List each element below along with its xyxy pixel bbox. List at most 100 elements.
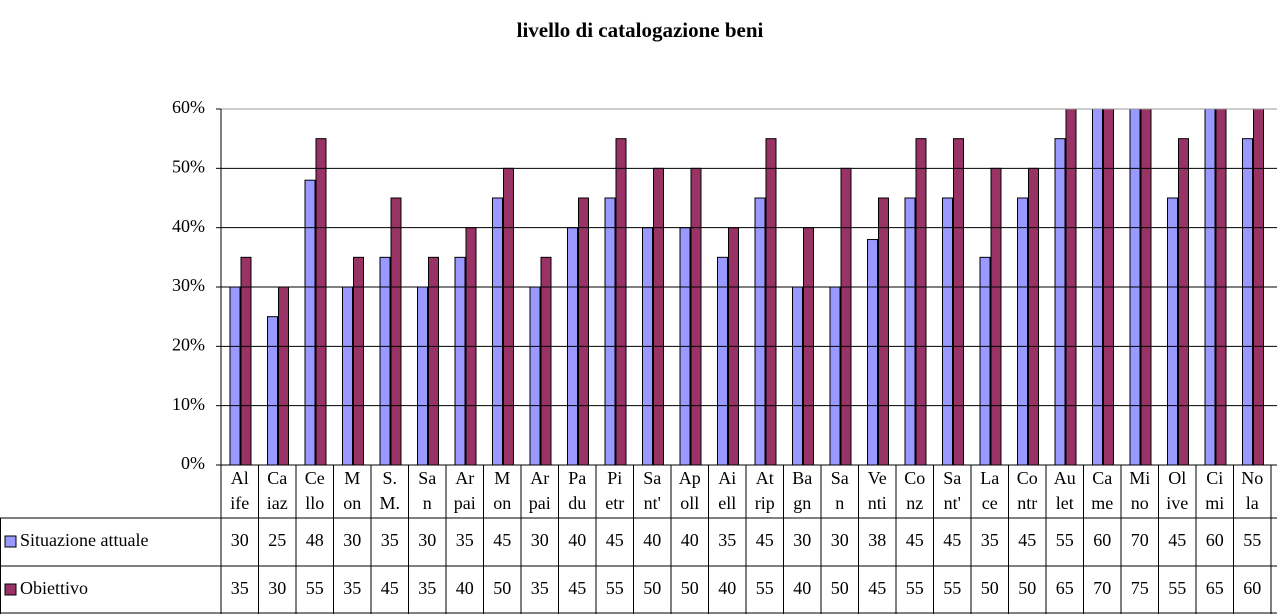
table-value: 55 bbox=[906, 578, 924, 598]
bar bbox=[765, 138, 777, 465]
bar bbox=[529, 286, 541, 465]
x-tick-label: Sa bbox=[643, 468, 661, 488]
table-value: 55 bbox=[943, 578, 961, 598]
bar bbox=[353, 256, 364, 465]
table-value: 35 bbox=[231, 578, 249, 598]
x-tick-label: ntr bbox=[1017, 493, 1037, 513]
table-value: 65 bbox=[1206, 578, 1224, 598]
bar bbox=[428, 256, 439, 465]
x-tick-label: la bbox=[1246, 493, 1259, 513]
y-tick-label: 20% bbox=[172, 334, 205, 354]
bar bbox=[1017, 197, 1028, 465]
bar bbox=[578, 197, 589, 465]
x-tick-label: Pi bbox=[607, 468, 622, 488]
table-value: 45 bbox=[1168, 530, 1186, 550]
bar bbox=[979, 256, 991, 465]
y-tick-label: 50% bbox=[172, 156, 205, 176]
table-value: 45 bbox=[868, 578, 886, 598]
table-value: 45 bbox=[381, 578, 399, 598]
x-tick-label: Ar bbox=[455, 468, 474, 488]
bar bbox=[915, 138, 927, 465]
x-tick-label: Ap bbox=[679, 468, 701, 488]
table-value: 35 bbox=[343, 578, 361, 598]
x-tick-label: M bbox=[494, 468, 510, 488]
table-value: 45 bbox=[493, 530, 511, 550]
bar bbox=[1242, 138, 1253, 465]
x-tick-label: oll bbox=[680, 493, 699, 513]
x-tick-label: Ce bbox=[305, 468, 325, 488]
table-value: 45 bbox=[1018, 530, 1036, 550]
bar bbox=[953, 138, 964, 465]
table-value: 55 bbox=[1056, 530, 1074, 550]
table-value: 40 bbox=[568, 530, 586, 550]
table-value: 40 bbox=[793, 578, 811, 598]
x-tick-label: ell bbox=[718, 493, 736, 513]
bar bbox=[1129, 109, 1141, 465]
x-tick-label: iaz bbox=[267, 493, 288, 513]
bar bbox=[379, 256, 391, 465]
x-tick-label: Ai bbox=[718, 468, 736, 488]
bar bbox=[1178, 138, 1189, 465]
x-tick-label: Ba bbox=[792, 468, 812, 488]
bar bbox=[615, 138, 627, 465]
bar bbox=[829, 286, 841, 465]
table-value: 50 bbox=[831, 578, 849, 598]
table-value: 35 bbox=[981, 530, 999, 550]
x-tick-label: Sa bbox=[418, 468, 436, 488]
chart-title: livello di catalogazione beni bbox=[517, 18, 764, 42]
y-tick-label: 10% bbox=[172, 394, 205, 414]
x-tick-label: Ca bbox=[267, 468, 287, 488]
y-tick-label: 60% bbox=[172, 97, 205, 117]
legend-label: Obiettivo bbox=[20, 578, 88, 598]
x-tick-label: n bbox=[423, 493, 432, 513]
table-value: 30 bbox=[418, 530, 436, 550]
table-value: 30 bbox=[831, 530, 849, 550]
table-value: 70 bbox=[1131, 530, 1149, 550]
bar bbox=[278, 286, 289, 465]
x-tick-label: pai bbox=[454, 493, 476, 513]
table-value: 30 bbox=[531, 530, 549, 550]
x-tick-label: Ol bbox=[1168, 468, 1186, 488]
table-value: 70 bbox=[1093, 578, 1111, 598]
table-value: 35 bbox=[418, 578, 436, 598]
table-value: 60 bbox=[1093, 530, 1111, 550]
bar bbox=[942, 197, 953, 465]
table-value: 30 bbox=[268, 578, 286, 598]
x-tick-label: ive bbox=[1166, 493, 1188, 513]
x-tick-label: ce bbox=[982, 493, 998, 513]
x-tick-label: let bbox=[1056, 493, 1074, 513]
x-tick-label: on bbox=[343, 493, 361, 513]
table-value: 60 bbox=[1206, 530, 1224, 550]
x-tick-label: gn bbox=[793, 493, 811, 513]
table-value: 25 bbox=[268, 530, 286, 550]
bar bbox=[492, 197, 503, 465]
bar bbox=[540, 256, 552, 465]
bar bbox=[1028, 167, 1039, 465]
bar bbox=[1167, 197, 1178, 465]
bar bbox=[304, 179, 316, 465]
x-tick-label: nt' bbox=[644, 493, 661, 513]
table-value: 45 bbox=[943, 530, 961, 550]
bar bbox=[454, 256, 466, 465]
x-tick-label: Co bbox=[1017, 468, 1038, 488]
table-value: 40 bbox=[681, 530, 699, 550]
bar bbox=[1065, 109, 1077, 465]
x-tick-label: on bbox=[493, 493, 511, 513]
x-tick-label: mi bbox=[1205, 493, 1224, 513]
bar bbox=[604, 197, 616, 465]
table-value: 55 bbox=[756, 578, 774, 598]
table-value: 40 bbox=[643, 530, 661, 550]
x-tick-label: Sa bbox=[943, 468, 961, 488]
table-value: 45 bbox=[756, 530, 774, 550]
x-tick-label: nti bbox=[868, 493, 887, 513]
x-tick-label: nt' bbox=[944, 493, 961, 513]
bar bbox=[878, 197, 889, 465]
table-value: 35 bbox=[456, 530, 474, 550]
bar bbox=[229, 286, 241, 465]
x-tick-label: M bbox=[344, 468, 360, 488]
table-value: 35 bbox=[381, 530, 399, 550]
x-tick-label: Co bbox=[904, 468, 925, 488]
y-tick-label: 0% bbox=[181, 453, 205, 473]
bar bbox=[1103, 109, 1114, 465]
